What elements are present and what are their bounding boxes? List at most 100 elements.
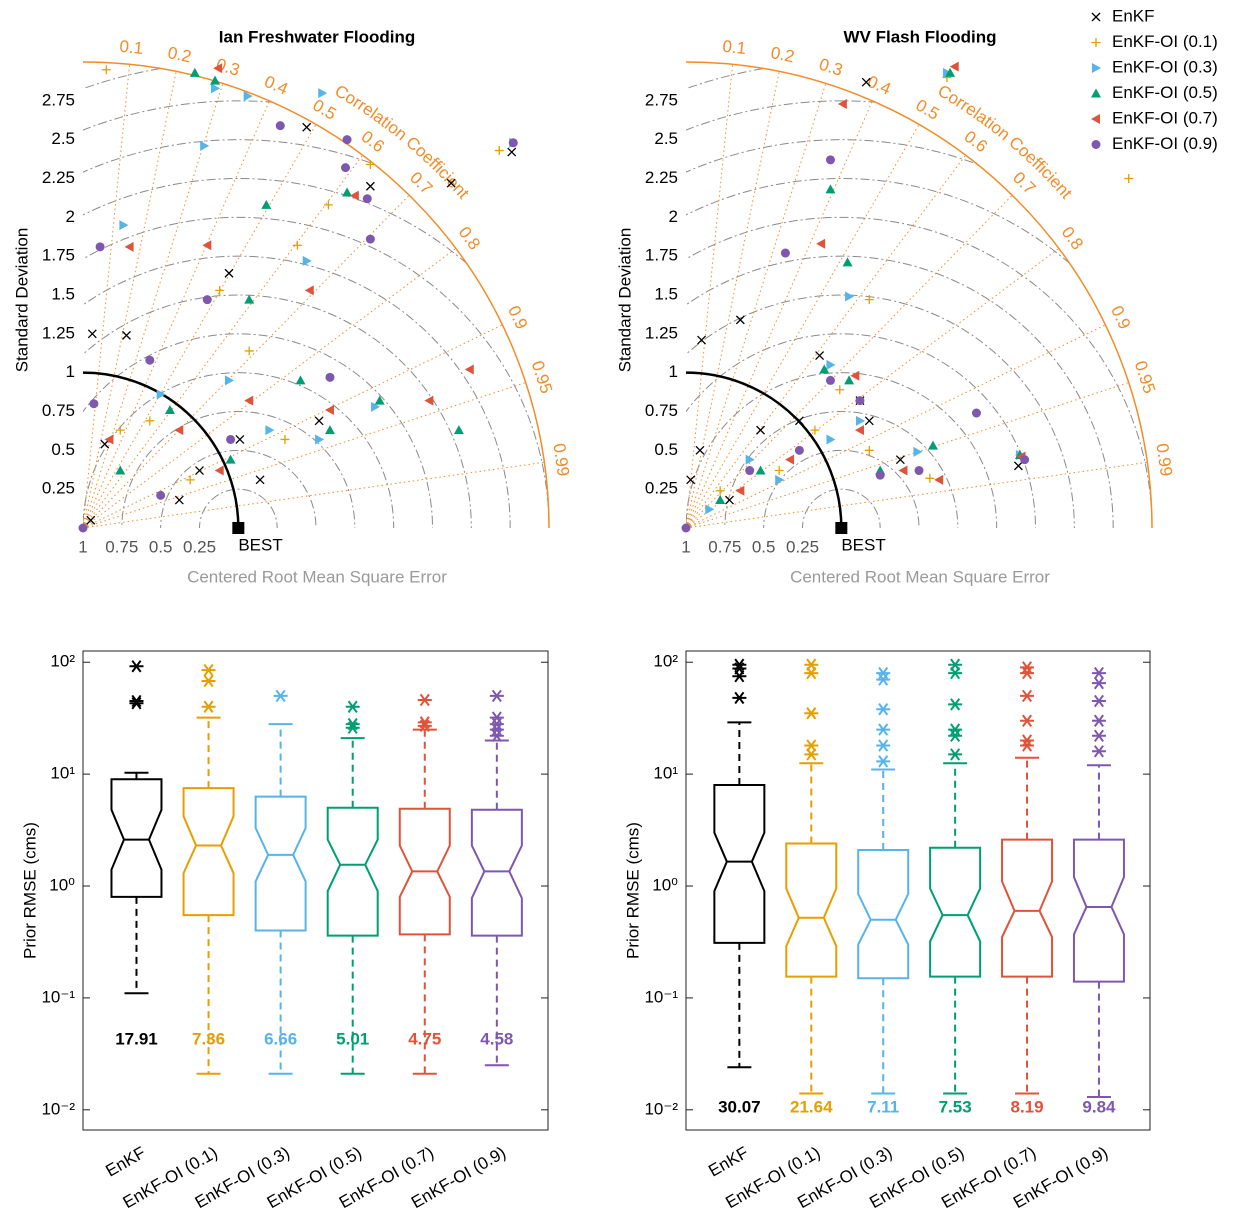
point — [156, 490, 166, 500]
point — [122, 330, 131, 340]
point — [864, 445, 874, 455]
outlier — [876, 703, 891, 716]
correlation-line — [82, 124, 317, 529]
outlier — [948, 658, 963, 671]
point — [756, 425, 766, 435]
rmse-arc — [686, 62, 1152, 528]
outlier — [129, 697, 144, 710]
point — [226, 434, 236, 444]
point — [100, 439, 110, 449]
rmse-arc — [160, 449, 317, 528]
outlier — [1091, 714, 1106, 727]
point — [949, 61, 959, 72]
point — [156, 389, 166, 400]
point — [164, 404, 175, 414]
correlation-line — [685, 71, 780, 529]
point — [735, 485, 745, 496]
outlier — [1091, 676, 1106, 690]
point — [200, 140, 210, 151]
y-tick-label: 10⁰ — [652, 876, 678, 895]
point — [826, 359, 836, 370]
correlation-tick-label: 0.1 — [722, 37, 747, 58]
point — [825, 184, 836, 194]
point — [945, 67, 956, 77]
correlation-tick-label: 0.99 — [1152, 442, 1175, 477]
y-tick-label: 0.75 — [42, 401, 75, 420]
correlation-line — [82, 154, 364, 529]
rmse-arc — [83, 178, 549, 528]
rmse-arc — [83, 100, 549, 528]
y-tick-label: 10⁻² — [644, 1099, 678, 1118]
box — [713, 783, 766, 944]
point — [101, 65, 111, 75]
legend-marker — [1091, 114, 1100, 124]
y-tick-label: 1.25 — [645, 323, 678, 342]
correlation-line — [82, 324, 503, 529]
outlier — [948, 666, 963, 680]
annotation: 4.75 — [408, 1029, 441, 1048]
box — [110, 778, 163, 898]
y-tick-label: 10² — [653, 652, 678, 671]
point — [825, 375, 835, 385]
point — [735, 315, 745, 325]
rmse-arc — [83, 372, 395, 528]
legend-marker — [1091, 88, 1101, 98]
point — [507, 147, 517, 157]
point — [280, 434, 290, 444]
rmse-arc — [83, 333, 433, 528]
y-tick-label: 1.25 — [42, 323, 75, 342]
correlation-line — [685, 461, 1148, 529]
point — [705, 504, 715, 515]
outlier — [1020, 661, 1035, 674]
point — [225, 375, 235, 386]
y-tick-label: 1 — [66, 362, 75, 381]
outlier — [273, 689, 288, 703]
point — [261, 199, 272, 209]
point — [816, 238, 826, 249]
point — [115, 465, 126, 475]
y-tick-label: 0.5 — [654, 440, 678, 459]
box — [1072, 838, 1125, 983]
y-tick-label: 2 — [669, 207, 678, 226]
point — [785, 454, 795, 465]
point — [681, 523, 691, 533]
plot-frame — [82, 650, 549, 1131]
correlation-line — [82, 71, 177, 529]
rmse-arc — [83, 62, 549, 528]
point — [119, 220, 129, 231]
point — [934, 474, 944, 485]
correlation-line — [82, 247, 457, 529]
annotation: 4.58 — [480, 1029, 513, 1048]
point — [304, 285, 314, 296]
outlier — [489, 689, 504, 703]
outlier — [732, 670, 747, 683]
point — [898, 465, 908, 476]
point — [324, 425, 335, 435]
point — [349, 190, 359, 201]
outlier — [129, 694, 144, 708]
annotation: 8.19 — [1010, 1097, 1043, 1116]
box — [470, 808, 523, 937]
y-tick-label: 10¹ — [653, 764, 678, 783]
y-axis-label: Standard Deviation — [615, 228, 634, 373]
correlation-line — [685, 83, 827, 529]
point — [213, 63, 223, 74]
point — [424, 395, 434, 406]
point — [971, 408, 981, 418]
box — [326, 806, 379, 937]
y-tick-label: 0.25 — [42, 479, 75, 498]
point — [244, 346, 254, 356]
point — [211, 83, 221, 94]
point — [295, 375, 306, 385]
correlation-line — [685, 382, 1129, 529]
y-tick-label: 0.75 — [645, 401, 678, 420]
correlation-line — [685, 124, 920, 529]
point — [780, 248, 790, 258]
point — [494, 146, 504, 156]
point — [1124, 174, 1134, 183]
annotation: 5.01 — [336, 1029, 369, 1048]
point — [845, 291, 855, 302]
point — [214, 465, 224, 476]
point — [854, 425, 864, 436]
y-tick-label: 0.5 — [51, 440, 75, 459]
